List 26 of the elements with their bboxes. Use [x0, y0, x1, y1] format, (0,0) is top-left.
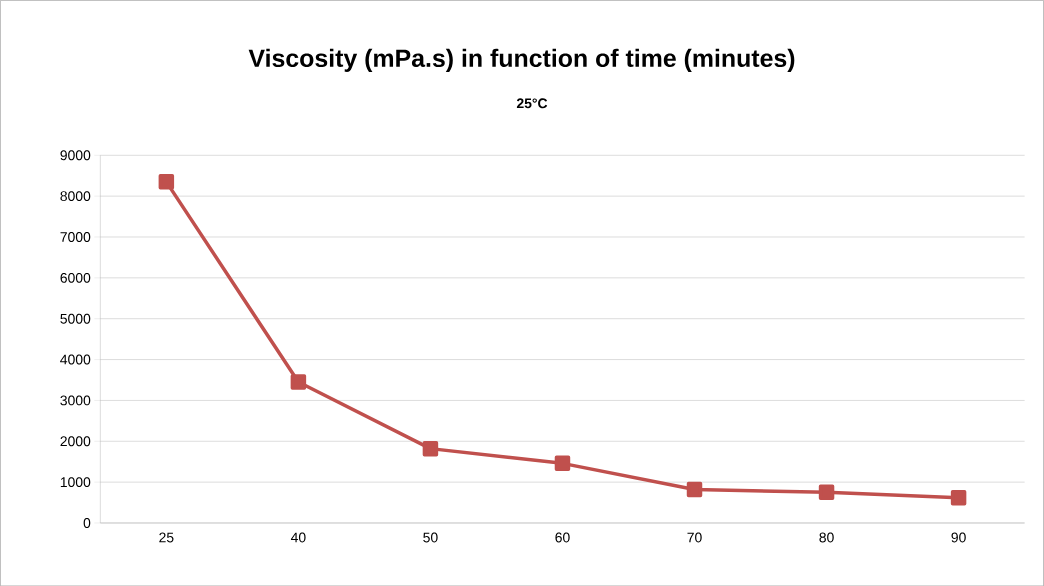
y-tick-label: 1000: [60, 477, 91, 487]
y-tick-label: 2000: [60, 436, 91, 447]
point: [818, 484, 835, 500]
point: [554, 455, 571, 471]
x-tick-label: 25: [159, 532, 174, 543]
y-tick-label: 3000: [60, 395, 91, 406]
x-tick-label: 60: [555, 532, 570, 543]
y-tick-label: 0: [83, 517, 91, 528]
y-tick-label: 9000: [60, 150, 91, 161]
x-tick-label: 80: [819, 532, 834, 543]
y-tick-label: 7000: [60, 231, 91, 242]
y-tick-label: 5000: [60, 313, 91, 324]
point: [422, 440, 439, 457]
x-tick-label: 90: [951, 532, 966, 543]
chart-subtitle: 25°C: [516, 98, 548, 109]
point: [686, 481, 703, 498]
point: [950, 489, 967, 506]
point: [290, 374, 307, 390]
x-tick-label: 70: [687, 532, 702, 543]
y-tick-label: 6000: [60, 272, 91, 283]
y-tick-label: 4000: [60, 354, 91, 365]
chart-title: Viscosity (mPa.s) in function of time (minutes): [248, 48, 795, 72]
x-tick-label: 50: [423, 532, 438, 543]
y-tick-label: 8000: [60, 191, 91, 201]
x-tick-label: 40: [290, 532, 306, 543]
point: [158, 173, 175, 190]
